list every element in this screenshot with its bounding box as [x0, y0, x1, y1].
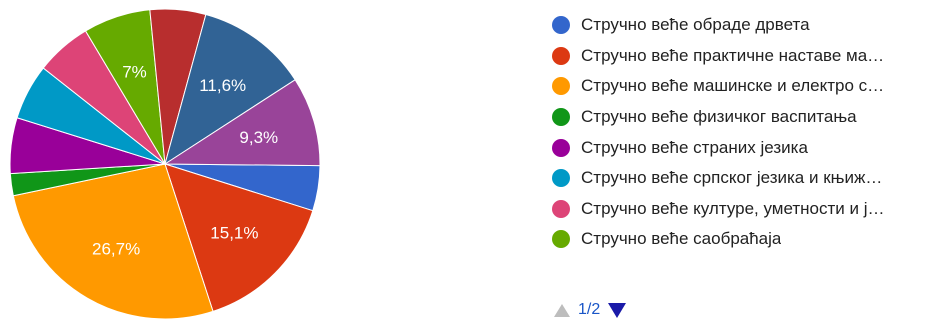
legend-pager: 1/2: [554, 301, 627, 319]
legend-label: Стручно веће практичне наставе ма…: [581, 45, 885, 65]
legend-label: Стручно веће страних језика: [581, 137, 808, 157]
slice-data-label: 15,1%: [210, 224, 258, 243]
slice-data-label: 11,6%: [199, 76, 246, 95]
legend-item[interactable]: Стручно веће српског језика и књиж…: [552, 163, 952, 194]
legend-label: Стручно веће машинске и електро с…: [581, 76, 885, 96]
legend-label: Стручно веће културе, уметности и ј…: [581, 198, 885, 218]
legend-item[interactable]: Стручно веће обраде дрвета: [552, 10, 952, 41]
legend-item[interactable]: Стручно веће културе, уметности и ј…: [552, 194, 952, 225]
slice-data-label: 26,7%: [92, 240, 140, 259]
legend-item[interactable]: Стручно веће практичне наставе ма…: [552, 41, 952, 72]
slice-data-label: 7%: [122, 62, 147, 81]
triangle-up-icon[interactable]: [554, 303, 570, 317]
legend-dot-icon: [552, 169, 570, 188]
slice-data-label: 9,3%: [239, 128, 278, 147]
legend: Стручно веће обраде дрвета Стручно веће …: [552, 10, 952, 255]
legend-item[interactable]: Стручно веће саобраћаја: [552, 224, 952, 255]
legend-item[interactable]: Стручно веће машинске и електро с…: [552, 71, 952, 102]
pie-slice[interactable]: [12, 163, 214, 320]
triangle-down-icon[interactable]: [608, 302, 627, 318]
legend-label: Стручно веће физичког васпитања: [581, 107, 857, 127]
legend-dot-icon: [552, 199, 570, 218]
legend-item[interactable]: Стручно веће физичког васпитања: [552, 102, 952, 133]
legend-item[interactable]: Стручно веће страних језика: [552, 132, 952, 163]
legend-dot-icon: [552, 77, 570, 96]
legend-dot-icon: [552, 16, 570, 35]
legend-dot-icon: [552, 46, 570, 65]
legend-dot-icon: [552, 108, 570, 127]
page-indicator: 1/2: [578, 301, 601, 318]
pie-slice[interactable]: [164, 163, 314, 313]
pie-slice[interactable]: [163, 79, 321, 167]
legend-dot-icon: [552, 230, 570, 249]
legend-label: Стручно веће српског језика и књиж…: [581, 168, 883, 188]
legend-label: Стручно веће обраде дрвета: [581, 15, 810, 35]
pie-slice[interactable]: [164, 13, 296, 166]
pie-chart: 15,1% 26,7% 7% 11,6% 9,3%: [9, 8, 321, 320]
legend-dot-icon: [552, 138, 570, 157]
legend-label: Стручно веће саобраћаја: [581, 229, 782, 249]
